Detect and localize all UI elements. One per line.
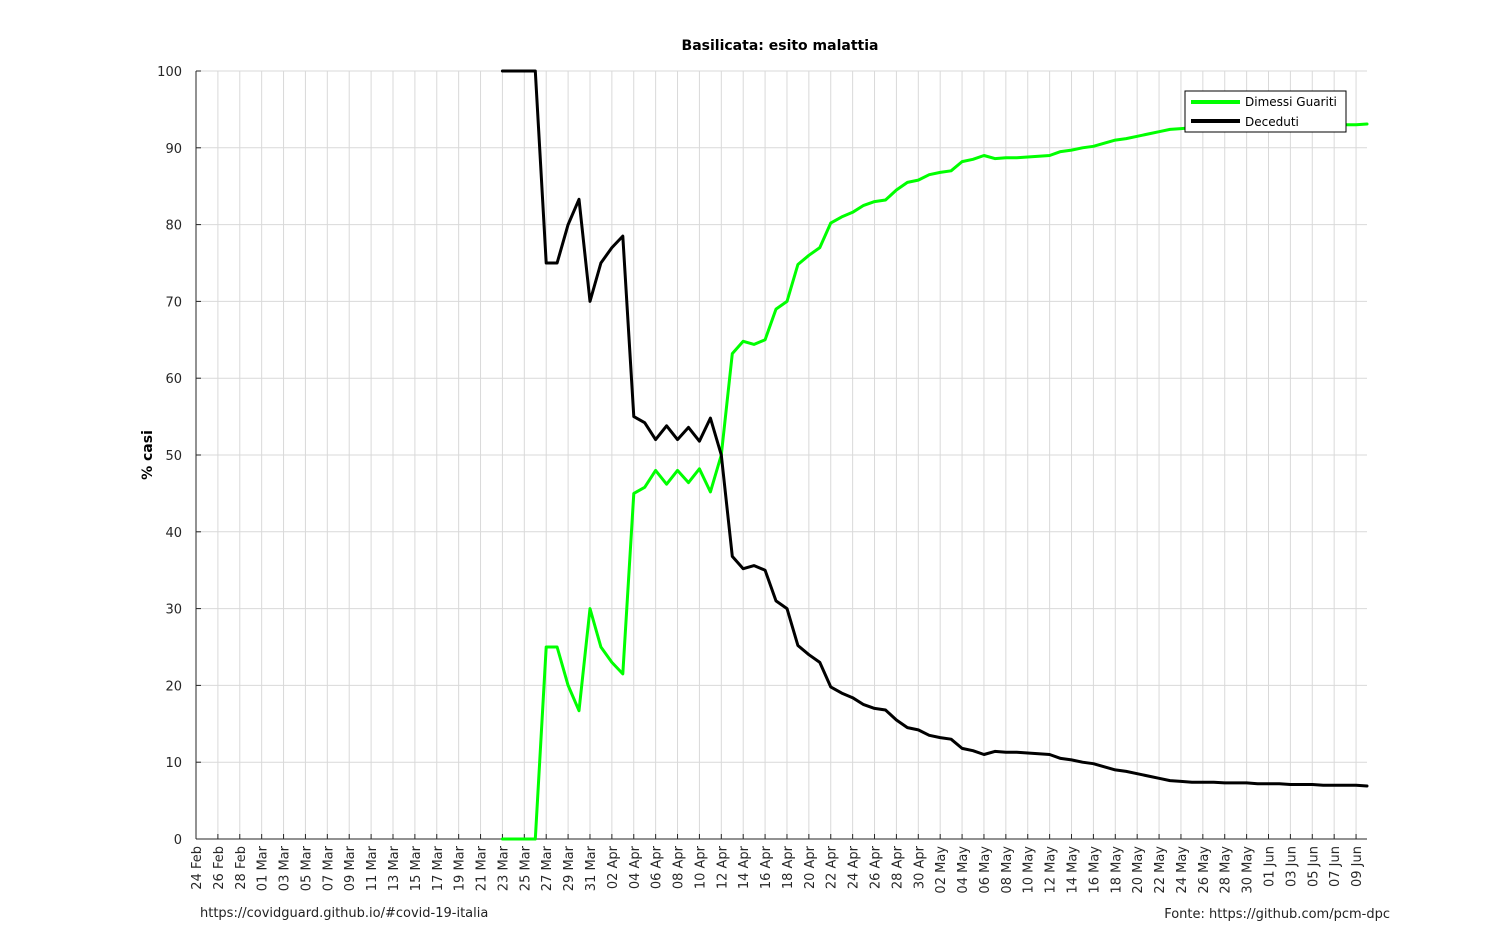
x-tick-label: 16 Apr (759, 845, 774, 889)
x-tick-label: 26 May (1197, 846, 1212, 894)
x-tick-label: 02 Apr (606, 845, 621, 889)
x-tick-label: 19 Mar (453, 845, 468, 891)
grid (195, 70, 1367, 840)
x-tick-label: 17 Mar (431, 845, 446, 891)
x-tick-label: 22 Apr (825, 845, 840, 889)
x-tick-label: 09 Mar (343, 845, 358, 891)
x-tick-label: 10 Apr (693, 845, 708, 889)
x-tick-label: 11 Mar (365, 845, 380, 891)
x-tick-label: 09 Jun (1350, 846, 1365, 887)
x-tick-label: 02 May (934, 846, 949, 894)
x-tick-label: 07 Mar (321, 845, 336, 891)
x-tick-label: 24 Feb (190, 846, 205, 890)
x-tick-label: 06 May (978, 846, 993, 894)
x-tick-label: 27 Mar (540, 845, 555, 891)
x-tick-label: 28 Feb (234, 846, 249, 890)
footer-data-source: Fonte: https://github.com/pcm-dpc (1164, 907, 1390, 922)
axes (195, 70, 1367, 840)
x-tick-label: 30 May (1241, 846, 1256, 894)
x-tick-label: 23 Mar (496, 845, 511, 891)
x-tick-label: 03 Jun (1284, 846, 1299, 887)
x-tick-label: 04 Apr (628, 845, 643, 889)
x-tick-label: 03 Mar (278, 845, 293, 891)
x-tick-label: 14 Apr (737, 845, 752, 889)
x-tick-label: 05 Mar (299, 845, 314, 891)
x-tick-label: 05 Jun (1306, 846, 1321, 887)
y-tick-label: 70 (165, 295, 182, 310)
x-tick-label: 16 May (1087, 846, 1102, 894)
x-tick-label: 08 Apr (672, 845, 687, 889)
y-tick-label: 100 (157, 65, 182, 80)
x-tick-label: 22 May (1153, 846, 1168, 894)
x-tick-label: 10 May (1022, 846, 1037, 894)
y-tick-label: 0 (174, 833, 182, 848)
y-tick-label: 80 (165, 219, 182, 234)
x-tick-label: 26 Apr (869, 845, 884, 889)
x-tick-label: 20 Apr (803, 845, 818, 889)
footer-source-url: https://covidguard.github.io/#covid-19-i… (200, 906, 489, 921)
x-tick-label: 04 May (956, 846, 971, 894)
x-tick-label: 08 May (1000, 846, 1015, 894)
x-tick-label: 28 Apr (890, 845, 905, 889)
y-axis-label: % casi (140, 430, 156, 480)
legend-label-dimessi-guariti: Dimessi Guariti (1245, 95, 1337, 109)
x-tick-label: 26 Feb (212, 846, 227, 890)
legend-label-deceduti: Deceduti (1245, 115, 1299, 129)
y-tick-label: 30 (165, 603, 182, 618)
x-tick-label: 24 May (1175, 846, 1190, 894)
chart-title: Basilicata: esito malattia (682, 38, 879, 54)
x-tick-label: 12 Apr (715, 845, 730, 889)
series-line-deceduti (500, 69, 1369, 788)
x-tick-label: 18 May (1109, 846, 1124, 894)
x-tick-label: 13 Mar (387, 845, 402, 891)
legend: Dimessi Guariti Deceduti (1184, 90, 1347, 133)
x-tick-label: 29 Mar (562, 845, 577, 891)
x-tick-label: 07 Jun (1328, 846, 1343, 887)
x-tick-label: 31 Mar (584, 845, 599, 891)
x-tick-label: 18 Apr (781, 845, 796, 889)
x-tick-label: 01 Jun (1263, 846, 1278, 887)
legend-box (1184, 90, 1347, 133)
x-tick-label: 28 May (1219, 846, 1234, 894)
y-tick-label: 60 (165, 372, 182, 387)
x-tick-label: 20 May (1131, 846, 1146, 894)
x-tick-label: 14 May (1066, 846, 1081, 894)
y-tick-label: 50 (165, 449, 182, 464)
x-tick-label: 15 Mar (409, 845, 424, 891)
y-tick-label: 90 (165, 142, 182, 157)
x-tick-label: 21 Mar (475, 845, 490, 891)
x-tick-label: 24 Apr (847, 845, 862, 889)
x-tick-label: 30 Apr (912, 845, 927, 889)
y-tick-label: 10 (165, 756, 182, 771)
tick-labels: 0 10 20 30 40 50 60 70 80 90 100 24 Feb 26 Feb 28 Feb… (157, 65, 1365, 894)
x-tick-label: 12 May (1044, 846, 1059, 894)
x-tick-label: 01 Mar (256, 845, 271, 891)
y-tick-label: 20 (165, 679, 182, 694)
y-tick-label: 40 (165, 526, 182, 541)
x-tick-label: 25 Mar (518, 845, 533, 891)
x-tick-label: 06 Apr (650, 845, 665, 889)
